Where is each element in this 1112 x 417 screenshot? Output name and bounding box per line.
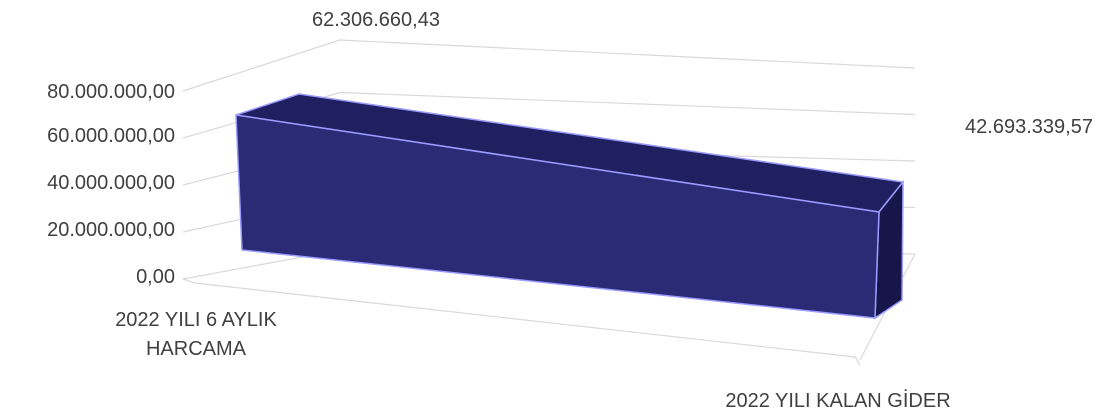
y-tick-label: 0,00 — [136, 266, 175, 288]
y-axis-ticks: 0,00 20.000.000,00 40.000.000,00 60.000.… — [47, 81, 175, 288]
y-tick-label: 40.000.000,00 — [47, 172, 175, 194]
x-category-label: 2022 YILI 6 AYLIK — [115, 309, 277, 331]
area-series — [235, 93, 905, 320]
area-front-face — [235, 114, 880, 319]
data-labels: 62.306.660,43 42.693.339,57 — [312, 9, 1093, 138]
gridline — [182, 91, 916, 139]
data-label: 62.306.660,43 — [312, 9, 440, 31]
floor-edge — [182, 278, 861, 366]
y-tick-label: 20.000.000,00 — [47, 219, 175, 241]
y-tick-label: 80.000.000,00 — [47, 81, 175, 103]
y-tick-label: 60.000.000,00 — [47, 125, 175, 147]
data-label: 42.693.339,57 — [965, 116, 1093, 138]
x-category-label: 2022 YILI KALAN GİDER — [725, 389, 950, 412]
gridline — [182, 39, 916, 92]
x-axis-categories: 2022 YILI 6 AYLIK HARCAMA 2022 YILI KALA… — [115, 309, 950, 412]
x-category-label: HARCAMA — [146, 338, 247, 360]
